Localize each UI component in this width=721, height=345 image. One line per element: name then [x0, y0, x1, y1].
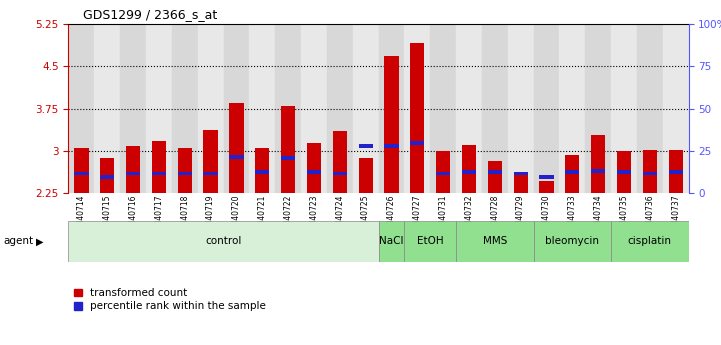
Bar [177, 171, 192, 176]
Bar [617, 170, 631, 174]
Text: GDS1299 / 2366_s_at: GDS1299 / 2366_s_at [83, 8, 217, 21]
Bar [198, 24, 224, 193]
Bar [456, 221, 534, 262]
Bar [611, 221, 689, 262]
Bar [642, 150, 657, 193]
Bar [74, 171, 89, 176]
Bar [462, 170, 476, 174]
Bar [152, 141, 166, 193]
Bar [255, 170, 270, 174]
Bar [332, 171, 347, 176]
Bar [358, 158, 373, 193]
Bar [379, 221, 404, 262]
Bar [663, 24, 689, 193]
Bar [126, 171, 140, 176]
Bar [229, 155, 244, 159]
Bar [591, 169, 605, 173]
Bar [281, 106, 295, 193]
Text: NaCl: NaCl [379, 237, 404, 246]
Bar [172, 24, 198, 193]
Bar [611, 24, 637, 193]
Text: agent: agent [4, 237, 34, 246]
Bar [249, 24, 275, 193]
Bar [585, 24, 611, 193]
Bar [668, 170, 683, 174]
Bar [430, 24, 456, 193]
Bar [146, 24, 172, 193]
Bar [410, 43, 425, 193]
Bar [68, 24, 94, 193]
Legend: transformed count, percentile rank within the sample: transformed count, percentile rank withi… [74, 288, 266, 311]
Bar [642, 171, 657, 176]
Text: control: control [205, 237, 242, 246]
Bar [332, 131, 347, 193]
Bar [203, 129, 218, 193]
Bar [487, 160, 502, 193]
Bar [255, 148, 270, 193]
Bar [100, 176, 115, 179]
Bar [539, 181, 554, 193]
Bar [456, 24, 482, 193]
Bar [617, 151, 631, 193]
Text: bleomycin: bleomycin [545, 237, 599, 246]
Bar [668, 150, 683, 193]
Text: EtOH: EtOH [417, 237, 443, 246]
Text: cisplatin: cisplatin [628, 237, 672, 246]
Bar [275, 24, 301, 193]
Bar [410, 141, 425, 145]
Bar [436, 171, 450, 176]
Bar [384, 145, 399, 148]
Bar [462, 145, 476, 193]
Bar [281, 156, 295, 160]
Bar [307, 143, 321, 193]
Bar [177, 148, 192, 193]
Bar [534, 24, 559, 193]
Bar [94, 24, 120, 193]
Bar [224, 24, 249, 193]
Bar [126, 146, 140, 193]
Bar [513, 171, 528, 176]
Bar [203, 171, 218, 176]
Bar [327, 24, 353, 193]
Bar [404, 221, 456, 262]
Text: MMS: MMS [482, 237, 507, 246]
Bar [565, 170, 580, 174]
Bar [436, 151, 450, 193]
Bar [591, 135, 605, 193]
Bar [487, 170, 502, 174]
Bar [358, 145, 373, 148]
Bar [539, 176, 554, 179]
Bar [559, 24, 585, 193]
Bar [307, 170, 321, 174]
Bar [404, 24, 430, 193]
Text: ▶: ▶ [36, 237, 43, 246]
Bar [482, 24, 508, 193]
Bar [534, 221, 611, 262]
Bar [379, 24, 404, 193]
Bar [353, 24, 379, 193]
Bar [384, 56, 399, 193]
Bar [120, 24, 146, 193]
Bar [637, 24, 663, 193]
Bar [100, 158, 115, 193]
Bar [565, 155, 580, 193]
Bar [152, 171, 166, 176]
Bar [301, 24, 327, 193]
Bar [74, 148, 89, 193]
Bar [513, 175, 528, 193]
Bar [68, 221, 379, 262]
Bar [508, 24, 534, 193]
Bar [229, 103, 244, 193]
